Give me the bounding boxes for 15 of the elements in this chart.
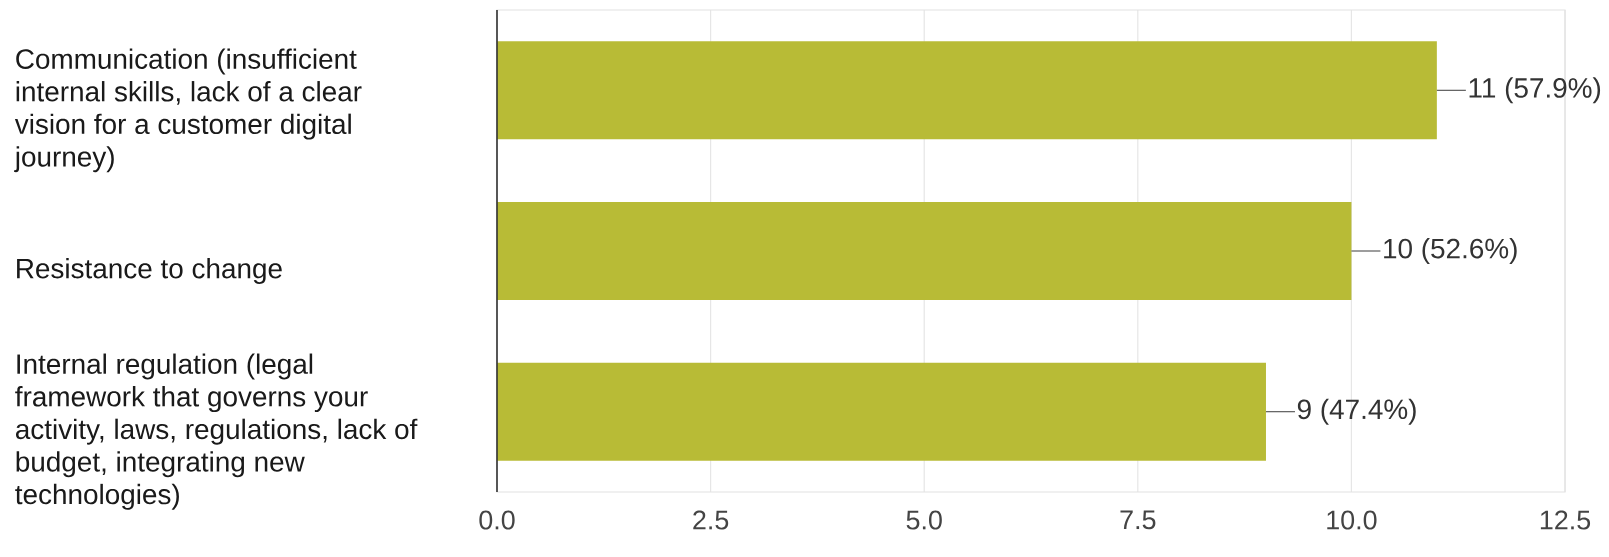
bar (497, 362, 1266, 461)
x-tick-label: 12.5 (1540, 510, 1591, 530)
data-label: 10 (52.6%) (1384, 238, 1517, 264)
y-tick-label: Communication (insufficient internal skills, lack of a clear vision for a customer digital journey) (14, 48, 362, 173)
x-tick-label: 10.0 (1327, 510, 1377, 530)
bar (497, 202, 1352, 300)
x-tick-label: 0.0 (479, 510, 515, 530)
data-label: 9 (47.4%) (1297, 398, 1416, 425)
data-label: 11 (57.9%) (1469, 77, 1601, 104)
x-tick-label: 5.0 (906, 510, 942, 530)
x-tick-label: 7.5 (1120, 510, 1156, 530)
y-tick-label: Internal regulation (legal framework that governs your activity, laws, regulations, lack of budget, integrating new technologies) (15, 353, 418, 510)
x-tick-label: 2.5 (693, 510, 729, 530)
bar (497, 41, 1437, 140)
y-tick-label: Resistance to change (17, 258, 282, 284)
